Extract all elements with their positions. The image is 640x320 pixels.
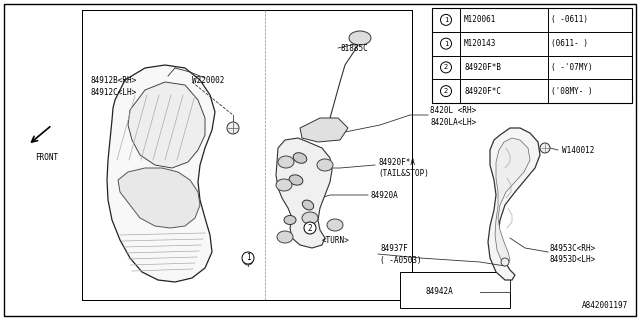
Text: 8420L <RH>: 8420L <RH> [430,106,476,115]
Ellipse shape [302,200,314,210]
Text: 81885C: 81885C [340,44,368,52]
Circle shape [440,62,451,73]
Text: A842001197: A842001197 [582,301,628,310]
Circle shape [242,252,254,264]
Circle shape [440,38,451,49]
Text: FRONT: FRONT [35,153,59,162]
Text: ( -A0503): ( -A0503) [380,255,422,265]
Text: 8420LA<LH>: 8420LA<LH> [430,117,476,126]
Text: 84912C<LH>: 84912C<LH> [90,87,136,97]
Ellipse shape [293,153,307,163]
Text: 84953C<RH>: 84953C<RH> [550,244,596,252]
Polygon shape [118,168,200,228]
Text: ( -0611): ( -0611) [551,15,588,24]
Bar [82,10,412,300]
Text: 1: 1 [444,17,448,23]
Text: 84920F*A: 84920F*A [378,157,415,166]
Polygon shape [128,82,205,168]
Ellipse shape [276,179,292,191]
Polygon shape [488,128,540,280]
Ellipse shape [540,143,550,153]
Polygon shape [276,138,332,248]
Text: ( -'07MY): ( -'07MY) [551,63,593,72]
Text: <TURN>: <TURN> [322,236,349,244]
Circle shape [440,14,451,25]
Text: M120061: M120061 [464,15,497,24]
Ellipse shape [302,212,318,224]
Circle shape [304,222,316,234]
Bar [400,272,510,308]
Bar [432,8,632,103]
Text: 1: 1 [444,41,448,47]
Ellipse shape [317,159,333,171]
Ellipse shape [277,231,293,243]
Text: (0611- ): (0611- ) [551,39,588,48]
Text: 84937F: 84937F [380,244,408,252]
Polygon shape [495,138,530,265]
Text: 84920F*C: 84920F*C [464,87,501,96]
Ellipse shape [501,258,509,266]
Ellipse shape [349,31,371,45]
Text: W140012: W140012 [562,146,595,155]
Ellipse shape [278,156,294,168]
Text: W220002: W220002 [192,76,225,84]
Circle shape [440,86,451,97]
Text: 1: 1 [246,253,250,262]
Text: 2: 2 [444,88,448,94]
Ellipse shape [289,175,303,185]
Text: (TAIL&STOP): (TAIL&STOP) [378,169,429,178]
Text: 84920A: 84920A [370,190,397,199]
Ellipse shape [227,122,239,134]
Polygon shape [300,118,348,142]
Text: 2: 2 [444,64,448,70]
Ellipse shape [327,219,343,231]
Text: 84953D<LH>: 84953D<LH> [550,255,596,265]
Text: 84920F*B: 84920F*B [464,63,501,72]
Ellipse shape [243,255,253,265]
Text: ('08MY- ): ('08MY- ) [551,87,593,96]
Ellipse shape [284,215,296,225]
Text: 2: 2 [308,223,312,233]
Text: 84942A: 84942A [425,287,452,297]
Text: M120143: M120143 [464,39,497,48]
Text: 84912B<RH>: 84912B<RH> [90,76,136,84]
Polygon shape [107,65,215,282]
